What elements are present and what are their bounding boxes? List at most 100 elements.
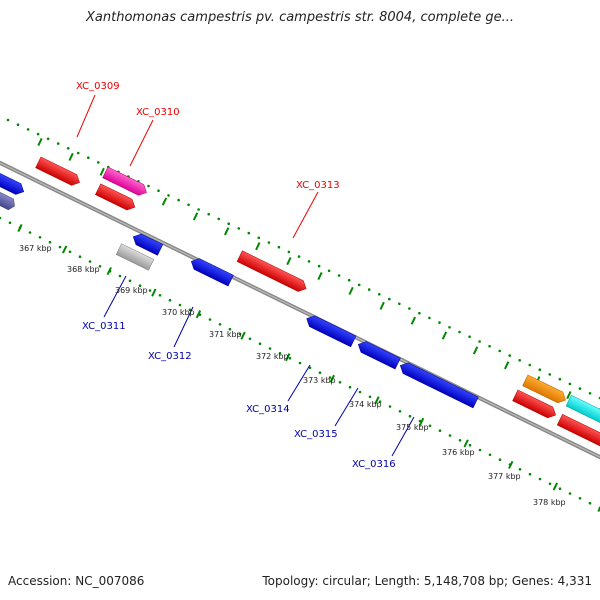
track-dot xyxy=(588,501,592,505)
track-dash xyxy=(410,316,416,325)
gene-reverse-XC_0316[interactable] xyxy=(398,360,479,409)
track-dot xyxy=(408,414,412,418)
track-dot xyxy=(26,128,30,131)
gene-forward-red-right1[interactable] xyxy=(512,389,559,421)
track-dot xyxy=(158,294,162,297)
tick-label-370: 370 kbp xyxy=(162,308,195,317)
track-dot xyxy=(207,212,210,216)
track-dash xyxy=(106,267,112,276)
tick-label-371: 371 kbp xyxy=(209,330,242,339)
gene-reverse-left-edge-2[interactable] xyxy=(0,186,17,212)
track-dash xyxy=(379,301,385,310)
gene-label-XC_0310[interactable]: XC_0310 xyxy=(136,107,180,118)
gene-reverse-XC_0315[interactable] xyxy=(356,339,401,370)
track-dash xyxy=(329,374,335,383)
track-dot xyxy=(228,327,232,331)
gene-reverse-XC_0311[interactable] xyxy=(131,231,164,256)
gene-label-XC_0313[interactable]: XC_0313 xyxy=(296,180,340,191)
track-dot xyxy=(458,330,461,334)
track-dot xyxy=(247,231,251,235)
track-dot xyxy=(358,390,362,394)
tick-label-376: 376 kbp xyxy=(442,448,475,457)
gene-label-XC_0314[interactable]: XC_0314 xyxy=(246,404,290,415)
gene-label-XC_0312[interactable]: XC_0312 xyxy=(148,351,192,362)
track-dot xyxy=(258,342,262,346)
leader-line-XC_0309 xyxy=(76,94,96,138)
track-dot xyxy=(178,303,182,307)
track-dot xyxy=(568,382,572,386)
gene-label-XC_0309[interactable]: XC_0309 xyxy=(76,81,120,92)
track-dot xyxy=(398,410,402,413)
track-dot xyxy=(498,458,502,462)
track-dot xyxy=(488,344,491,348)
map-title: Xanthomonas campestris pv. campestris st… xyxy=(86,10,514,25)
tick-label-369: 369 kbp xyxy=(115,286,148,295)
track-dot xyxy=(138,284,142,288)
track-dot xyxy=(8,221,12,225)
track-dash xyxy=(418,417,425,426)
tick-label-367: 367 kbp xyxy=(19,244,52,253)
track-dot xyxy=(36,132,40,136)
gene-forward-XC_0310[interactable] xyxy=(102,166,150,198)
gene-forward-orange[interactable] xyxy=(522,374,569,406)
gene-reverse-XC_0312[interactable] xyxy=(189,256,234,287)
track-dot xyxy=(538,368,542,372)
gene-label-XC_0311[interactable]: XC_0311 xyxy=(82,321,126,332)
track-dash xyxy=(161,197,168,206)
track-dot xyxy=(87,156,90,159)
gene-forward-XC_0310b[interactable] xyxy=(95,183,137,213)
track-dot xyxy=(288,356,292,360)
track-dot xyxy=(167,194,170,197)
gene-reverse-left-edge[interactable] xyxy=(0,167,26,197)
track-dot xyxy=(307,260,311,263)
gene-forward-XC_0313[interactable] xyxy=(236,250,309,294)
track-dash xyxy=(286,257,292,266)
gene-reverse-grey[interactable] xyxy=(115,243,155,271)
track-dot xyxy=(388,405,392,408)
track-dot xyxy=(128,279,132,283)
track-dash xyxy=(348,286,354,295)
track-dot xyxy=(468,443,472,447)
track-dot xyxy=(97,161,100,164)
gene-forward-XC_0309[interactable] xyxy=(35,156,83,188)
track-dot xyxy=(478,340,481,343)
track-dot xyxy=(208,318,212,321)
track-dot xyxy=(297,255,301,258)
gene-label-XC_0316[interactable]: XC_0316 xyxy=(352,459,396,470)
leader-line-XC_0313 xyxy=(292,191,319,239)
track-dot xyxy=(197,208,200,211)
track-dot xyxy=(378,400,382,404)
track-dot xyxy=(488,453,492,457)
track-dot xyxy=(428,424,432,428)
track-dot xyxy=(348,385,352,389)
tick-label-374: 374 kbp xyxy=(349,400,382,409)
leader-line-XC_0310 xyxy=(129,119,154,167)
track-dot xyxy=(408,307,411,310)
track-dash xyxy=(68,152,74,161)
track-dot xyxy=(438,321,441,324)
leader-line-XC_0315 xyxy=(334,387,359,427)
track-dot xyxy=(187,203,190,207)
track-dot xyxy=(0,216,2,220)
track-dot xyxy=(66,147,70,150)
track-dash xyxy=(508,460,514,469)
gene-label-XC_0315[interactable]: XC_0315 xyxy=(294,429,338,440)
track-dash xyxy=(192,212,199,221)
track-dot xyxy=(317,264,321,268)
track-dot xyxy=(338,381,342,384)
gene-forward-cyan[interactable] xyxy=(565,394,600,431)
track-dot xyxy=(217,217,220,221)
track-dash xyxy=(504,361,510,370)
gene-reverse-XC_0314[interactable] xyxy=(304,313,357,348)
track-dash xyxy=(552,482,558,491)
track-dot xyxy=(498,349,502,353)
track-dot xyxy=(548,482,552,486)
track-dot xyxy=(518,468,522,471)
gene-forward-red-right2[interactable] xyxy=(556,413,600,451)
track-dot xyxy=(38,236,42,239)
track-dot xyxy=(287,250,291,254)
track-dot xyxy=(188,308,192,312)
track-dash xyxy=(195,310,202,319)
track-dot xyxy=(88,260,92,263)
